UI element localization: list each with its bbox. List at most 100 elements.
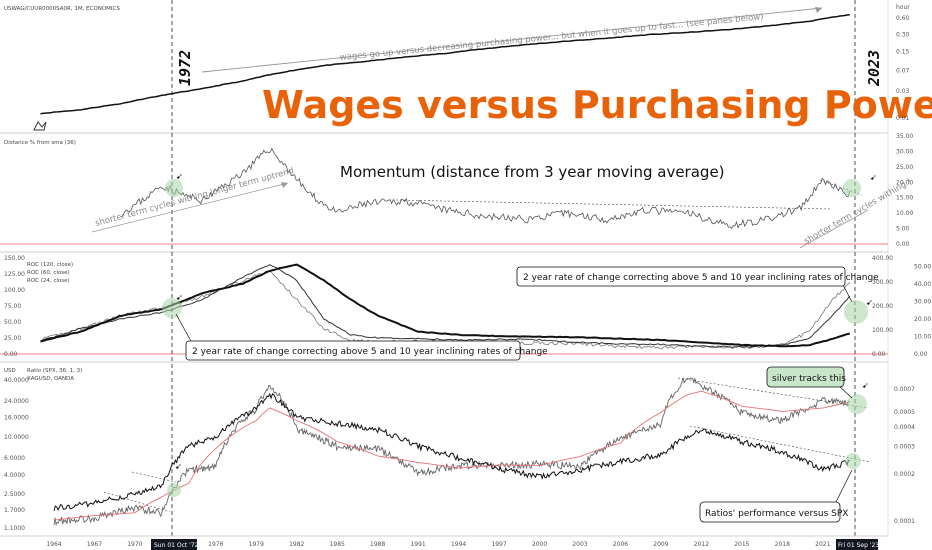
roc-left-tick-label: 75.00 [4,303,21,310]
x-tick-label: 2003 [572,541,587,548]
silver-callout-box [766,366,845,388]
silver-callout: silver tracks this [772,374,846,384]
rocket-icon: ➹ [175,462,182,471]
year-end-label: 2023 [865,50,883,87]
callout-pointer [175,313,193,344]
momentum-tick-label: 35.00 [896,133,913,140]
momentum-tick-label: 5.00 [896,226,910,233]
roc-callout-bottom: 2 year rate of change correcting above 5… [192,347,548,357]
ratio-left-tick-label: 10.0000 [4,434,29,441]
silver-price-line [53,377,850,526]
date-tag-left: Sun 01 Oct '72 [154,542,199,549]
pane1-right-axis: 0.60 0.30 0.15 0.07 0.03 0.01 [896,15,910,122]
momentum-tick-label: 20.00 [896,179,913,186]
note-arrow-head [815,7,822,13]
silver-moving-average [53,390,850,521]
highlight-circle [165,179,183,197]
rocket-icon: ➹ [870,173,877,182]
right-note-arrow [799,209,869,249]
x-tick-label: 1970 [127,541,142,548]
callout-pointer [842,284,853,303]
x-tick-label: 1967 [87,541,102,548]
ratio-callout: Ratios' performance versus SPX [705,509,848,519]
x-tick-label: 1964 [46,541,61,548]
x-tick-label: 2012 [694,541,709,548]
ratio-right-tick-label: 0.0001 [894,518,915,525]
ratio-right-tick-label: 0.0004 [894,424,915,431]
roc-label-120: ROC (120, close) [27,262,73,268]
roc-right-tick-label-a: 400.00 [872,255,893,262]
roc-left-tick-label: 150.00 [4,255,25,262]
ratio-right-tick-label: 0.0005 [894,409,915,416]
x-tick-label: 1991 [410,541,425,548]
highlight-circle [847,394,867,414]
roc-label-24: ROC (24, close) [27,278,70,284]
momentum-heading: Momentum (distance from 3 year moving av… [340,163,725,181]
wages-note: wages go up versus decreasing purchasing… [339,12,764,63]
date-tag-right-bg [836,539,878,550]
rocket-icon: ➹ [176,293,183,302]
roc-label-60: ROC (60, close) [27,270,70,276]
roc-left-tick-label: 50.00 [4,319,21,326]
x-tick-label: 2015 [734,541,749,548]
x-tick-label: 1997 [491,541,506,548]
momentum-tick-label: 0.00 [896,241,910,248]
ratio-left-tick-label: 40.0000 [4,377,29,384]
momentum-tick-label: 30.00 [896,148,913,155]
x-tick-label: 2021 [815,541,830,548]
ratio-right-axis: 0.0007 0.0005 0.0004 0.0003 0.0002 0.0001 [894,386,915,525]
resistance-dotted [103,491,171,513]
roc-left-tick-label: 0.00 [4,351,18,358]
ratio-left-axis: 40.0000 24.0000 16.0000 10.0000 6.0000 4.0000… [4,377,29,532]
x-tick-label: 2006 [613,541,628,548]
x-tick-label: 1988 [370,541,385,548]
rocket-icon: ➹ [862,381,869,390]
callout-pointer [835,469,853,503]
roc-callout-box-top [516,266,846,287]
ratio-label: Ratio (SPX, 36, 1, 3) [27,368,82,374]
roc-right-tick-label-a: 300.00 [872,279,893,286]
ratio-right-tick-label: 0.0003 [894,443,915,450]
momentum-tick-label: 10.00 [896,210,913,217]
ratio-callout-box [699,501,841,523]
roc-right-axis-b: 50.00 40.00 30.00 20.00 10.00 0.00 [914,264,931,358]
roc-left-axis: 150.00 125.00 100.00 75.00 50.00 25.00 0.00 [4,255,25,358]
pane1-tick-label: 0.01 [896,115,910,122]
highlight-circle [845,453,861,469]
momentum-line [121,147,851,230]
roc-right-tick-label-b: 20.00 [914,316,931,323]
rocket-icon: ➹ [176,172,183,181]
momentum-note-left: shorter term cycles withing longer term … [94,166,295,229]
roc-callout-box-bottom [185,340,521,361]
year-start-label: 1972 [176,50,194,86]
x-tick-label: 1994 [451,541,466,548]
pane1-tick-label: 0.60 [896,15,910,22]
roc-left-tick-label: 125.00 [4,271,25,278]
ratio-line [53,392,850,512]
wage-purchasing-power-line [40,13,850,115]
ratio-left-tick-label: 16.0000 [4,415,29,422]
roc-right-tick-label-b: 30.00 [914,299,931,306]
ratio-left-tick-label: 2.5000 [4,491,25,498]
x-tick-label: 2018 [775,541,790,548]
x-tick-label: 2009 [653,541,668,548]
date-tag-left-bg [151,539,197,550]
ratio-left-tick-label: 6.0000 [4,455,25,462]
date-tag-right: Fri 01 Sep '23 [838,542,879,549]
x-tick-label: 1985 [330,541,345,548]
pane1-tick-label: 0.07 [896,67,910,74]
resistance-dotted [677,377,869,409]
logo-icon [33,121,47,131]
momentum-right-axis: 35.00 30.00 25.00 20.00 15.00 10.00 5.00 0.00 [896,133,913,248]
highlight-circle [162,298,182,318]
highlight-circle [167,483,181,497]
roc-callout-top: 2 year rate of change correcting above 5… [523,273,879,283]
x-axis-ticks: 1964 1967 1970 1976 1979 1982 1985 1988 1991 1994… [46,541,830,548]
x-tick-label: 1976 [208,541,223,548]
momentum-trend-dotted [395,199,831,210]
roc-right-tick-label-a: 0.00 [872,351,886,358]
symbol-label: USWAG/CUUR0000SA0R, 1M, ECONOMICS [4,6,120,12]
currency-label: USD [4,368,16,374]
ratio-right-tick-label: 0.0002 [894,471,915,478]
